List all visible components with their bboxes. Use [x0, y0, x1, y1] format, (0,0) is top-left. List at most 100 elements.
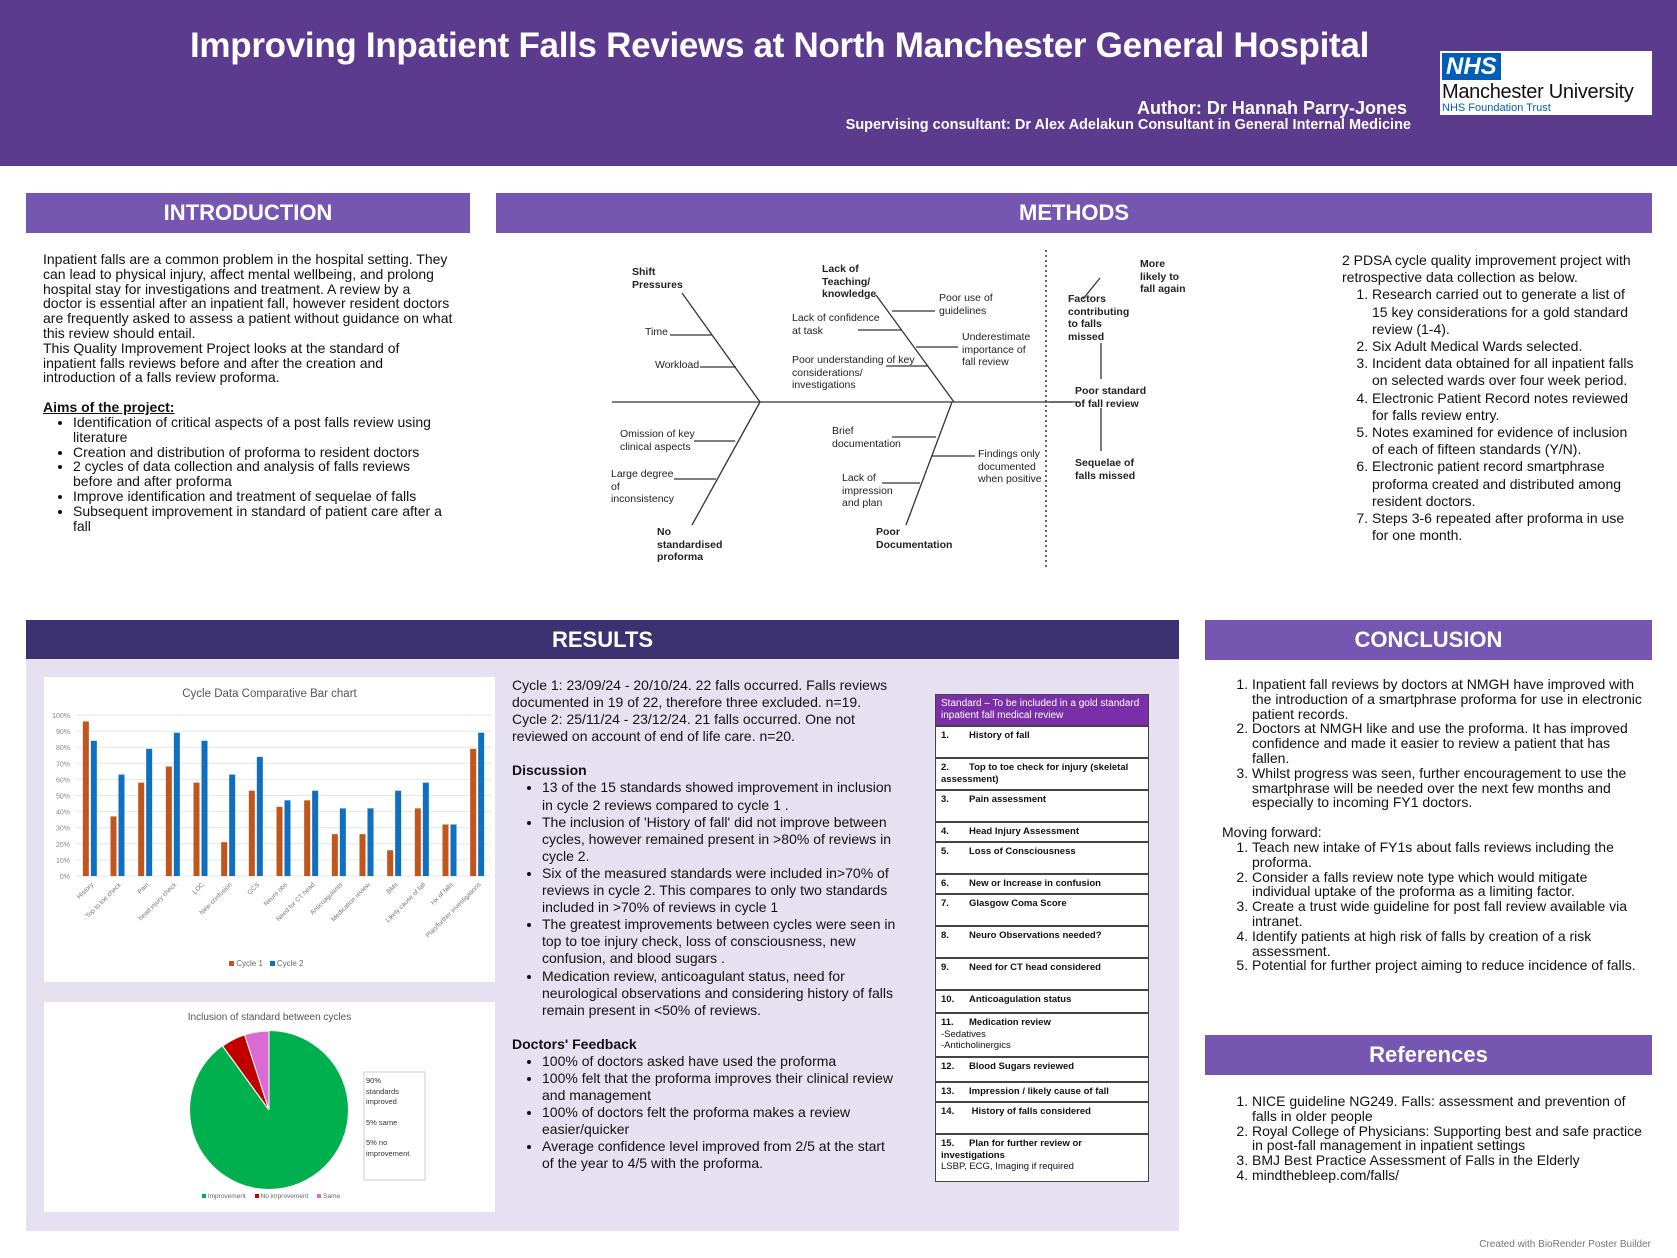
cause-no-proforma: No standardised proforma [657, 526, 723, 563]
conclusion-body: Inpatient fall reviews by doctors at NMG… [1222, 677, 1642, 973]
annotation-line: 5% same [366, 1117, 398, 1127]
svg-text:90%: 90% [56, 729, 70, 736]
moving-forward-item: Potential for further project aiming to … [1252, 958, 1642, 973]
conclusion-item: Inpatient fall reviews by doctors at NMG… [1252, 677, 1642, 722]
cause-underestimate: Underestimate importance of fall review [962, 331, 1031, 368]
svg-text:History: History [76, 881, 96, 901]
cause-poor-documentation: Poor Documentation [876, 526, 953, 551]
feedback-item: 100% of doctors asked have used the prof… [542, 1053, 897, 1070]
svg-text:40%: 40% [56, 810, 70, 817]
methods-step-list: Research carried out to generate a list … [1372, 286, 1642, 544]
discussion-title: Discussion [512, 762, 587, 779]
discussion-item: The inclusion of 'History of fall' did n… [542, 814, 897, 865]
bar-chart-plot: 0% 10% 20% 30% 40% 50% 60% 70% 80% 90% 100% History… [52, 713, 491, 939]
moving-forward-item: Teach new intake of FY1s about falls rev… [1252, 840, 1642, 870]
standard-number: 13. [941, 1086, 955, 1097]
svg-text:0%: 0% [60, 874, 70, 881]
annotation-line: improved [366, 1097, 397, 1106]
legend-cycle1: Cycle 1 [236, 959, 263, 968]
standard-text: Pain assessment [969, 794, 1047, 805]
annotation-line: 90% [366, 1076, 382, 1085]
reference-item: NICE guideline NG249. Falls: assessment … [1252, 1094, 1642, 1124]
standard-text: History of fall [969, 730, 1030, 741]
discussion-item: Six of the measured standards were inclu… [542, 865, 897, 916]
standard-number: 12. [941, 1061, 955, 1072]
svg-text:Hx of falls: Hx of falls [430, 881, 456, 907]
method-step: Incident data obtained for all inpatient… [1372, 355, 1642, 389]
cycle1-swatch-icon [229, 961, 234, 966]
svg-text:60%: 60% [56, 777, 70, 784]
pie-chart-title: Inclusion of standard between cycles [187, 1012, 352, 1023]
effect-more-likely: More likely to fall again [1140, 258, 1186, 295]
moving-forward-item: Create a trust wide guideline for post f… [1252, 899, 1642, 929]
standard-row: 2. Top to toe check for injury (skeletal … [936, 757, 1148, 789]
feedback-title: Doctors' Feedback [512, 1035, 637, 1052]
annotation-line: 5% no [366, 1138, 388, 1147]
cause-findings-positive: Findings only documented when positive [978, 448, 1042, 485]
legend-same: Same [323, 1193, 341, 1200]
standard-row: 4. Head Injury Assessment [936, 821, 1148, 841]
cause-workload: Workload [655, 359, 700, 371]
aim-item: Improve identification and treatment of … [73, 489, 453, 504]
method-step: Electronic Patient Record notes reviewed… [1372, 390, 1642, 424]
standard-text: Top to toe check for injury (skeletal as… [941, 762, 1129, 785]
standard-number: 14. [941, 1106, 955, 1117]
pie-chart-plot [190, 1030, 426, 1189]
cause-shift-pressures: Shift Pressures [632, 266, 683, 291]
standard-number: 6. [941, 878, 949, 889]
svg-text:Plan/further investigations: Plan/further investigations [425, 881, 483, 939]
feedback-list: 100% of doctors asked have used the prof… [542, 1053, 897, 1173]
reference-item: Royal College of Physicians: Supporting … [1252, 1123, 1642, 1154]
nhs-logo: NHS Manchester University NHS Foundation… [1440, 51, 1652, 115]
poster-header: Improving Inpatient Falls Reviews at Nor… [0, 0, 1677, 166]
standard-text: Loss of Consciousness [969, 846, 1076, 857]
moving-forward-list: Teach new intake of FY1s about falls rev… [1252, 840, 1642, 973]
discussion-item: Medication review, anticoagulant status,… [542, 968, 897, 1019]
standard-row: 8. Neuro Observations needed? [936, 925, 1148, 957]
cause-inconsistency: Large degree of inconsistency [611, 468, 675, 505]
standard-number: 7. [941, 898, 949, 909]
no-improvement-swatch-icon [254, 1194, 259, 1198]
poster-title: Improving Inpatient Falls Reviews at Nor… [190, 26, 1369, 65]
methods-steps: 2 PDSA cycle quality improvement project… [1342, 252, 1642, 544]
introduction-body: Inpatient falls are a common problem in … [43, 252, 453, 533]
cause-poor-guidelines: Poor use of guidelines [939, 292, 993, 317]
cause-lack-impression: Lack of impression and plan [842, 472, 893, 509]
aims-title: Aims of the project: [43, 399, 175, 416]
standard-number: 11. [941, 1017, 954, 1028]
standard-row: 1. History of fall [936, 725, 1148, 757]
discussion-item: 13 of the 15 standards showed improvemen… [542, 779, 897, 813]
cause-time: Time [645, 326, 668, 338]
annotation-line: improvement [366, 1148, 410, 1158]
bar-chart-legend: Cycle 1 Cycle 2 [229, 959, 304, 968]
legend-no-improvement: No improvement [260, 1193, 309, 1200]
svg-text:10%: 10% [56, 858, 70, 865]
standard-number: 8. [941, 930, 949, 941]
moving-forward-item: Consider a falls review note type which … [1252, 869, 1642, 900]
cause-brief-documentation: Brief documentation [832, 425, 901, 450]
svg-text:Neuro obs: Neuro obs [263, 881, 290, 908]
methods-heading: METHODS [496, 193, 1652, 233]
standard-row: 6. New or Increase in confusion [936, 873, 1148, 893]
standard-text: History of falls considered [969, 1106, 1091, 1117]
aims-list: Identification of critical aspects of a … [73, 415, 453, 533]
introduction-heading: INTRODUCTION [26, 193, 470, 233]
author-line: Author: Dr Hannah Parry-Jones [1136, 98, 1407, 118]
method-step: Electronic patient record smartphrase pr… [1372, 458, 1642, 510]
aim-item: Identification of critical aspects of a … [73, 415, 453, 445]
fishbone-lines [612, 250, 1102, 568]
svg-text:50%: 50% [56, 794, 70, 801]
standard-text: Head Injury Assessment [969, 826, 1079, 837]
results-body: Cycle 1: 23/09/24 - 20/10/24. 22 falls o… [512, 677, 897, 1173]
nhs-logo-mark: NHS [1442, 53, 1501, 80]
methods-intro: 2 PDSA cycle quality improvement project… [1342, 252, 1631, 286]
legend-improvement: Improvement [207, 1193, 246, 1200]
standards-table-header: Standard – To be included in a gold stan… [936, 695, 1148, 725]
standard-number: 9. [941, 962, 949, 973]
standard-text: Blood Sugars reviewed [969, 1061, 1075, 1072]
cycle2-swatch-icon [269, 961, 275, 966]
standard-row: 5. Loss of Consciousness [936, 841, 1148, 873]
standard-number: 2. [941, 762, 949, 773]
aim-item: Subsequent improvement in standard of pa… [73, 503, 453, 534]
svg-text:20%: 20% [56, 842, 70, 849]
